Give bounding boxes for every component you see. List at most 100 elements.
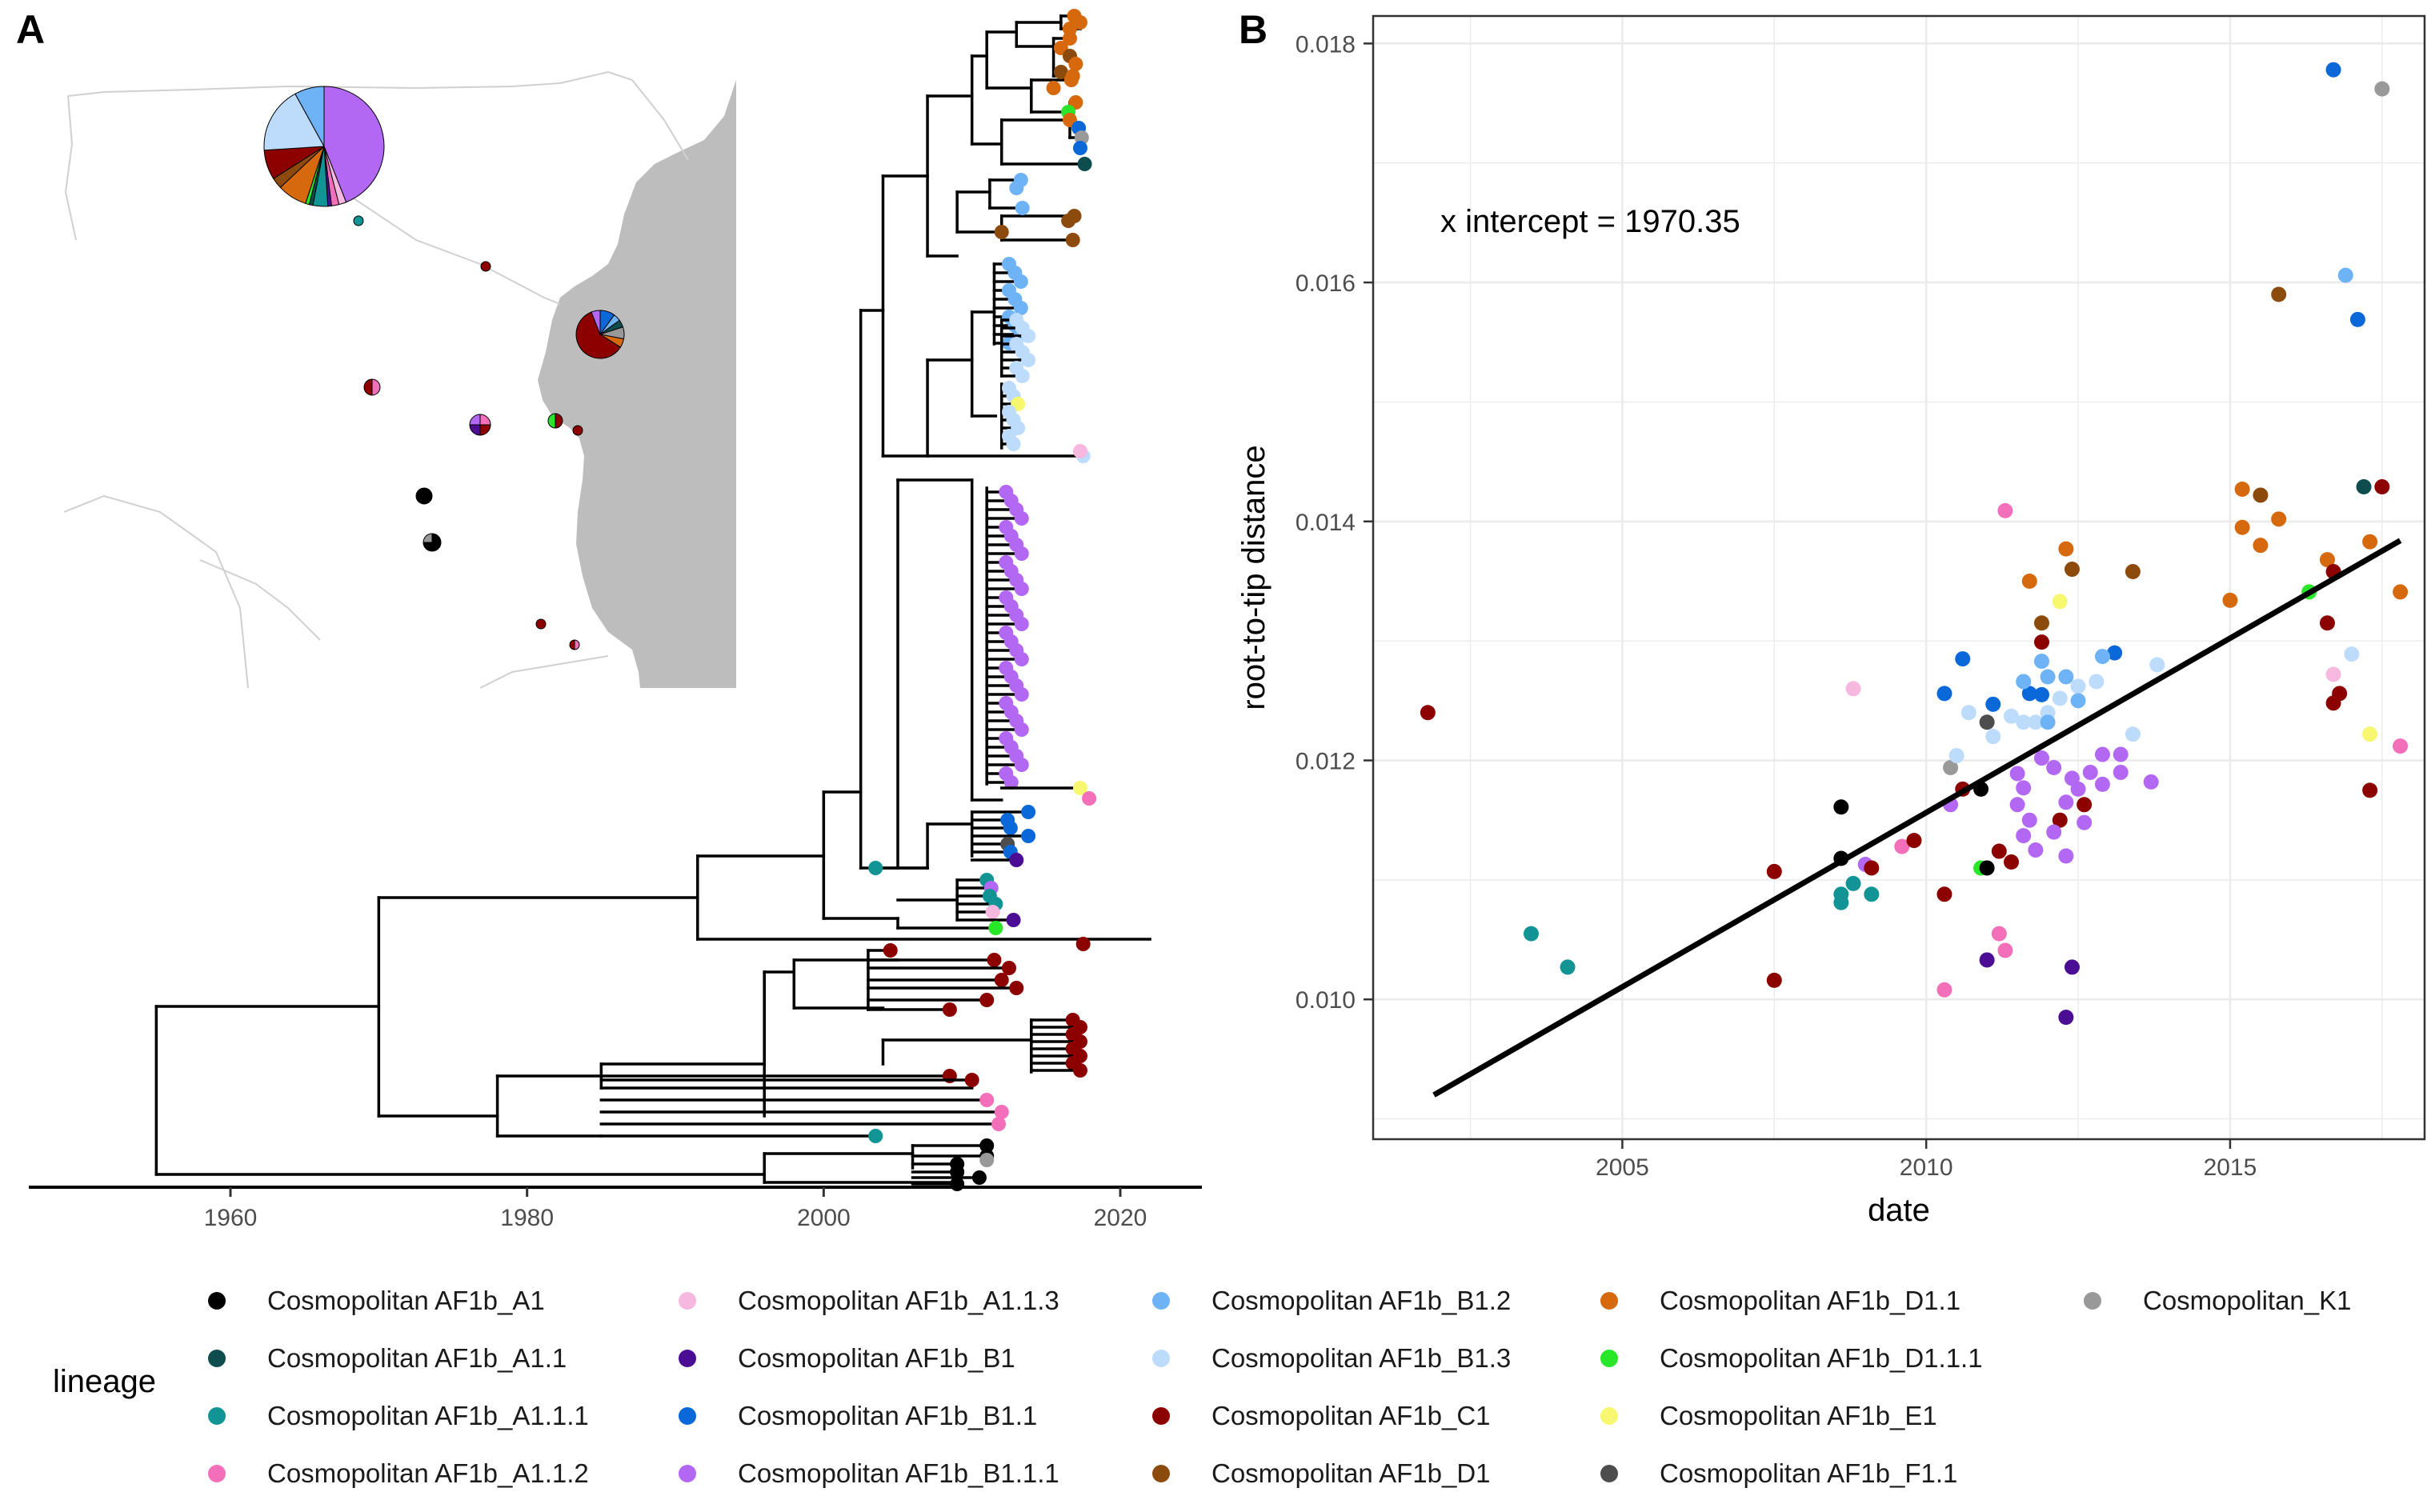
data-point [2356, 478, 2372, 494]
plot-border [1372, 14, 2426, 1141]
y-tick-label: 0.018 [1296, 31, 1356, 58]
legend-key-dot [208, 1465, 226, 1482]
data-point [2058, 1010, 2074, 1026]
data-point [2040, 714, 2056, 730]
tree-tip [1021, 329, 1036, 343]
data-point [1997, 942, 2013, 958]
pie-slice [415, 487, 433, 505]
data-point [2033, 654, 2049, 670]
data-point [2393, 738, 2409, 754]
data-point [2362, 782, 2378, 798]
legend-label: Cosmopolitan AF1b_D1.1.1 [1660, 1343, 1983, 1373]
tree-tip [979, 1138, 995, 1153]
data-point [1894, 838, 1910, 854]
pie-slice [469, 414, 481, 426]
tree-tip [1068, 57, 1083, 71]
tree-tip [1002, 961, 1016, 975]
data-point [1943, 759, 1959, 775]
legend-key-dot [208, 1292, 226, 1310]
tree-tip [1046, 81, 1061, 95]
legend-label: Cosmopolitan AF1b_D1 [1211, 1458, 1491, 1488]
data-point [2143, 774, 2159, 790]
x-intercept-annotation: x intercept = 1970.35 [1440, 204, 1740, 239]
data-point [2337, 267, 2353, 283]
tree-tip [985, 905, 1000, 919]
legend-item: Cosmopolitan AF1b_C1 [1144, 1387, 1511, 1445]
tree-tip [994, 973, 1009, 987]
data-point [1523, 926, 1539, 942]
pie-slice [555, 413, 563, 429]
data-point [2028, 842, 2044, 858]
data-point [2021, 573, 2037, 589]
pie-slice [363, 378, 373, 396]
tree-tip [1021, 829, 1036, 843]
data-point [2362, 534, 2378, 550]
data-point [2052, 690, 2068, 706]
tree-tip [987, 953, 1002, 967]
pie-slice [263, 93, 325, 151]
data-point [2033, 686, 2049, 702]
pie-slice [323, 86, 385, 203]
legend-label: Cosmopolitan AF1b_A1.1.3 [738, 1286, 1059, 1315]
data-point [2113, 746, 2129, 762]
legend-label: Cosmopolitan AF1b_B1.2 [1211, 1286, 1512, 1315]
data-point [1985, 729, 2001, 745]
data-point [2004, 854, 2020, 870]
legend-label: Cosmopolitan AF1b_A1.1 [267, 1343, 567, 1373]
legend-column: Cosmopolitan AF1b_A1.1.3 Cosmopolitan AF1… [671, 1272, 1059, 1502]
data-point [1948, 748, 1964, 764]
legend-column: Cosmopolitan_K1 [2076, 1272, 2352, 1330]
pie-slice [574, 639, 580, 650]
legend-label: Cosmopolitan AF1b_A1 [267, 1286, 545, 1315]
legend-key-dot [679, 1465, 696, 1482]
legend-key-dot [1152, 1292, 1170, 1310]
tree-tip [1072, 1063, 1087, 1078]
data-point [2058, 541, 2074, 557]
tree-tip [868, 861, 883, 875]
pie-slice [371, 378, 381, 396]
data-point [2070, 678, 2086, 694]
legend-key-dot [1152, 1350, 1170, 1367]
tree-tip [883, 943, 898, 958]
pie-slice [480, 261, 491, 272]
data-point [2064, 562, 2080, 578]
tree-tip [1014, 722, 1029, 737]
data-point [2094, 776, 2110, 792]
tree-tip [1075, 937, 1091, 951]
legend-key-dot [679, 1407, 696, 1425]
legend-key-dot [1600, 1350, 1618, 1367]
y-axis-title: root-to-tip distance [1236, 445, 1272, 710]
tree-axis-tick-label: 2000 [797, 1205, 851, 1231]
tree-tip [1082, 791, 1097, 806]
map-pie-chart [535, 618, 547, 630]
legend-title: lineage [53, 1364, 157, 1399]
data-point [1936, 982, 1952, 998]
data-point [2113, 764, 2129, 780]
data-point [1420, 705, 1436, 721]
data-point [2234, 519, 2250, 535]
data-point [1833, 894, 1849, 910]
data-point [2089, 674, 2105, 690]
legend-label: Cosmopolitan AF1b_B1.1.1 [738, 1458, 1059, 1488]
tree-tip [1014, 546, 1029, 561]
tree-tip [979, 1093, 995, 1107]
data-point [2070, 781, 2086, 797]
tree-tip [1003, 775, 1019, 790]
tree-tip [1077, 157, 1092, 171]
data-point [2374, 81, 2390, 97]
legend-item: Cosmopolitan AF1b_B1.1.1 [671, 1445, 1059, 1502]
data-point [2094, 746, 2110, 762]
pie-slice [547, 413, 556, 429]
legend-key-dot [679, 1292, 696, 1310]
tree-tip [964, 1073, 979, 1087]
legend-key-dot [1600, 1465, 1618, 1482]
data-point [2052, 594, 2068, 610]
tree-tip [1061, 214, 1076, 228]
legend-label: Cosmopolitan AF1b_C1 [1211, 1401, 1491, 1430]
data-point [2362, 726, 2378, 742]
legend-key-dot [208, 1407, 226, 1425]
legend-item: Cosmopolitan AF1b_B1 [671, 1330, 1059, 1387]
data-point [2271, 511, 2287, 527]
data-point [2107, 645, 2123, 661]
legend-item: Cosmopolitan_K1 [2076, 1272, 2352, 1330]
